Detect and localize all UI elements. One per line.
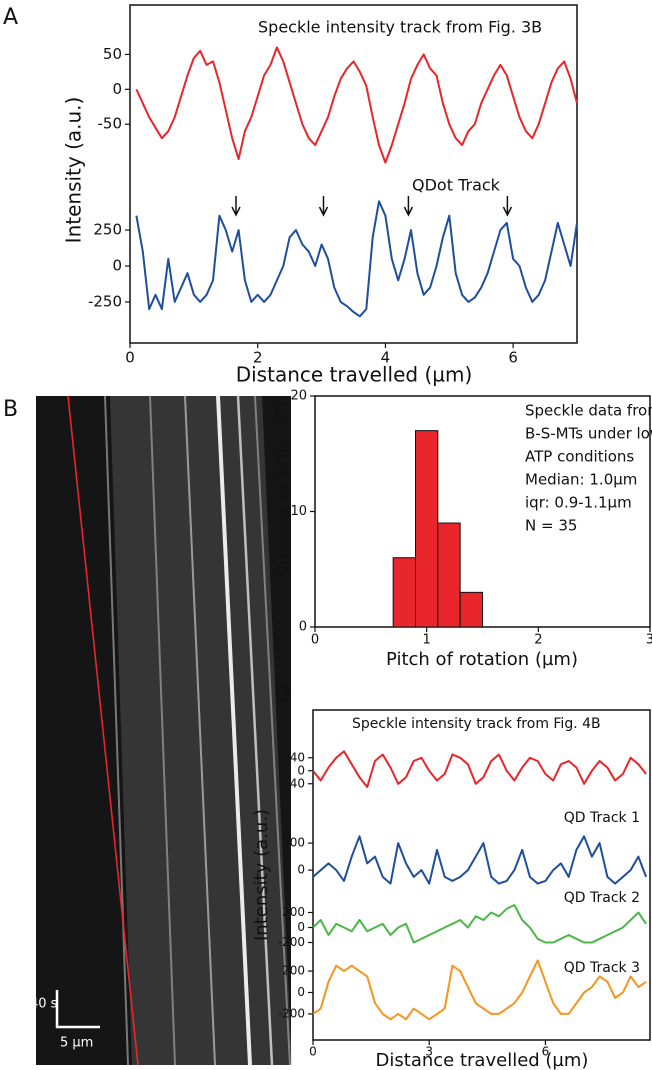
x-tick-label: 2 xyxy=(253,349,263,367)
scale-time: 40 s xyxy=(30,997,58,1012)
kymograph-streak xyxy=(254,395,291,1066)
annotation: N = 35 xyxy=(525,517,577,535)
y-tick-label: 10 xyxy=(290,504,307,519)
y-axis-label: Intensity (a.u.) xyxy=(62,97,86,244)
scale-length: 5 µm xyxy=(60,1036,93,1051)
chart-title: Speckle intensity track from Fig. 3B xyxy=(258,18,542,37)
arrow xyxy=(318,196,329,217)
panel-label: A xyxy=(3,5,18,30)
x-axis-label: Distance travelled (µm) xyxy=(236,363,473,387)
annotation: Median: 1.0µm xyxy=(525,471,637,489)
trace xyxy=(312,750,647,788)
histogram-bar xyxy=(392,557,416,628)
y-tick-label: -200 xyxy=(278,1006,305,1020)
y-axis-label: Number of MTs xyxy=(274,444,295,578)
trace xyxy=(312,835,648,885)
y-tick-label: 50 xyxy=(103,45,122,63)
scale-bar xyxy=(55,990,100,1029)
trace xyxy=(135,200,578,318)
y-tick-label: 20 xyxy=(290,389,307,404)
panel-a-frame xyxy=(129,4,578,344)
x-tick-label: 3 xyxy=(425,1045,433,1059)
annotation: QD Track 3 xyxy=(564,960,640,976)
panel-d-frame xyxy=(312,709,651,1041)
kymograph-streak xyxy=(216,395,252,1066)
arrow xyxy=(403,196,414,217)
y-tick-label: 200 xyxy=(282,905,305,919)
y-axis-label: Intensity (a.u.) xyxy=(251,809,272,941)
x-tick-label: 0 xyxy=(309,1045,317,1059)
annotation: QDot Track xyxy=(412,176,501,195)
kymograph-streak xyxy=(104,395,129,1066)
annotation: QD Track 1 xyxy=(564,810,640,826)
y-tick-label: -40 xyxy=(285,776,305,790)
x-tick-label: 0 xyxy=(311,633,319,648)
y-tick-label: -50 xyxy=(98,115,123,133)
annotation: ATP conditions xyxy=(525,448,634,466)
kymograph-streak xyxy=(149,395,176,1066)
histogram-bar xyxy=(459,591,483,628)
x-tick-label: 2 xyxy=(534,633,542,648)
y-tick-label: 250 xyxy=(93,221,122,239)
y-tick-label: 0 xyxy=(112,80,122,98)
annotation: B-S-MTs under low xyxy=(525,425,652,443)
x-tick-label: 0 xyxy=(125,349,135,367)
trace xyxy=(135,46,578,164)
y-tick-label: 200 xyxy=(282,836,305,850)
kymograph-streak xyxy=(236,395,274,1066)
histogram-bar xyxy=(437,522,461,628)
y-tick-label: 0 xyxy=(297,920,305,934)
kymograph-streak xyxy=(184,395,216,1066)
x-tick-label: 4 xyxy=(381,349,391,367)
x-axis-label: Pitch of rotation (µm) xyxy=(386,649,578,670)
histogram-bar xyxy=(415,430,439,628)
y-tick-label: 40 xyxy=(290,750,305,764)
y-tick-label: 200 xyxy=(282,964,305,978)
x-tick-label: 6 xyxy=(542,1045,550,1059)
x-tick-label: 3 xyxy=(646,633,652,648)
arrow xyxy=(502,196,513,217)
y-tick-label: 0 xyxy=(299,620,307,635)
y-tick-label: 0 xyxy=(297,985,305,999)
y-tick-label: -250 xyxy=(88,292,122,310)
kymograph-fit-line xyxy=(67,395,139,1066)
x-axis-label: Distance travelled (µm) xyxy=(376,1050,589,1070)
trace xyxy=(312,959,647,1021)
annotation: QD Track 2 xyxy=(564,890,640,906)
annotation: Speckle data from xyxy=(525,402,652,420)
trace xyxy=(312,904,647,944)
y-tick-label: 0 xyxy=(297,863,305,877)
x-tick-label: 6 xyxy=(508,349,518,367)
y-tick-label: -200 xyxy=(278,935,305,949)
panel-label: D xyxy=(274,683,291,708)
annotation: iqr: 0.9-1.1µm xyxy=(525,494,632,512)
arrow xyxy=(231,196,241,217)
x-tick-label: 1 xyxy=(423,633,431,648)
panel-label: B xyxy=(3,397,18,422)
chart-title: Speckle intensity track from Fig. 4B xyxy=(352,716,601,732)
panel-label: C xyxy=(274,401,289,426)
kymograph: 40 s 5 µm xyxy=(30,395,292,1066)
y-tick-label: 0 xyxy=(297,763,305,777)
y-tick-label: 0 xyxy=(112,257,122,275)
